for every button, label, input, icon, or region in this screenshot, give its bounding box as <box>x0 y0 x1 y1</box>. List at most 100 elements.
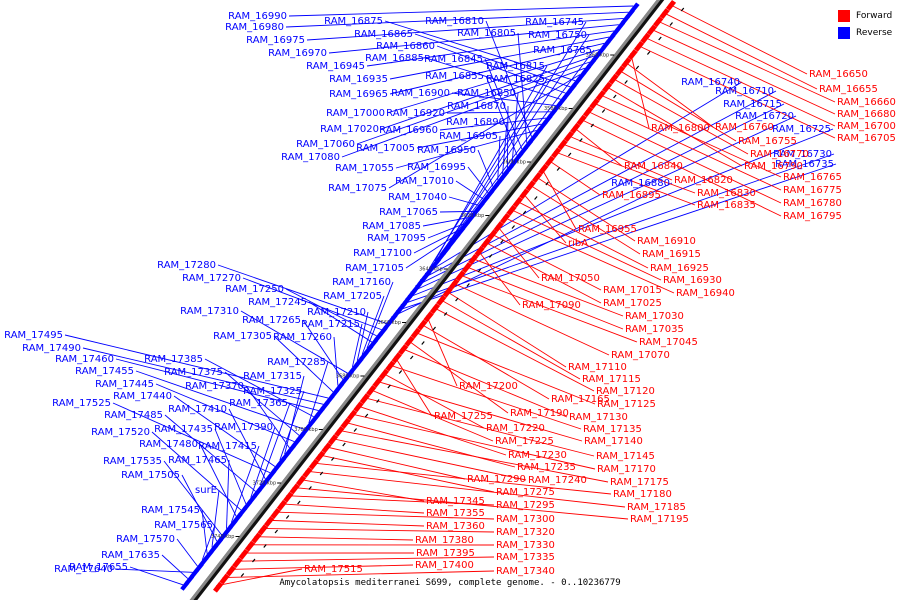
scale-tick-label-6: 3680 kbp <box>336 374 360 380</box>
reverse-gene-label-54: RAM_17245 <box>248 297 307 308</box>
forward-leader-line-45 <box>381 372 485 429</box>
reverse-leader-line-0 <box>288 5 634 17</box>
forward-gene-glyph-18 <box>551 147 562 159</box>
forward-gene-label-3: RAM_16680 <box>837 109 896 120</box>
feature-dash-14 <box>522 210 527 215</box>
forward-gene-glyph-55 <box>315 450 326 462</box>
reverse-gene-glyph-56 <box>359 351 369 361</box>
reverse-gene-glyph-69 <box>296 431 306 442</box>
reverse-gene-glyph-37 <box>451 232 461 243</box>
forward-gene-label-71: RAM_17515 <box>304 564 363 575</box>
feature-dash-2 <box>658 36 662 41</box>
reverse-gene-label-34: RAM_17085 <box>362 221 421 232</box>
feature-dash-38 <box>252 558 256 563</box>
reverse-gene-label-86: RAM_17505 <box>121 470 180 481</box>
forward-gene-glyph-36 <box>436 295 447 306</box>
reverse-gene-label-25: RAM_16850 <box>457 88 516 99</box>
forward-leader-line-13 <box>585 110 782 204</box>
forward-gene-glyph-54 <box>321 442 332 454</box>
reverse-leader-line-17 <box>446 111 552 114</box>
reverse-leader-line-71 <box>245 385 290 449</box>
reverse-leader-line-91 <box>114 568 193 573</box>
reverse-gene-label-84: RAM_17465 <box>168 455 227 466</box>
forward-gene-label-69: RAM_17400 <box>415 560 474 571</box>
reverse-gene-glyph-85 <box>218 531 228 541</box>
reverse-gene-glyph-58 <box>349 363 359 373</box>
reverse-gene-glyph-48 <box>398 301 408 311</box>
reverse-leader-line-59 <box>240 310 348 374</box>
forward-leader-line-52 <box>337 429 609 483</box>
reverse-gene-glyph-1 <box>625 8 635 19</box>
forward-gene-glyph-44 <box>385 360 396 372</box>
forward-leader-line-36 <box>439 298 581 380</box>
reverse-gene-label-57: RAM_17210 <box>307 307 366 318</box>
reverse-gene-label-31: RAM_17010 <box>395 176 454 187</box>
reverse-gene-glyph-63 <box>325 394 335 404</box>
reverse-leader-line-22 <box>517 32 528 143</box>
reverse-gene-glyph-10 <box>582 64 592 75</box>
feature-dash-0 <box>680 7 685 12</box>
reverse-gene-glyph-3 <box>616 21 626 31</box>
reverse-gene-glyph-45 <box>412 282 422 292</box>
reverse-gene-label-19: RAM_17005 <box>356 143 415 154</box>
reverse-gene-glyph-92 <box>185 575 195 585</box>
forward-leader-line-7 <box>623 60 714 128</box>
forward-gene-label-14: RAM_16795 <box>783 211 842 222</box>
reverse-gene-label-56: RAM_17205 <box>323 291 382 302</box>
scale-tick-label-9: 3740 kbp <box>211 534 235 540</box>
feature-dash-30 <box>342 442 346 447</box>
reverse-gene-glyph-27 <box>499 170 509 180</box>
reverse-leader-line-38 <box>448 21 587 243</box>
reverse-leader-line-4 <box>366 30 615 67</box>
reverse-gene-glyph-4 <box>611 27 621 37</box>
feature-dash-29 <box>353 428 358 432</box>
reverse-gene-label-12: RAM_16875 <box>324 16 383 27</box>
reverse-gene-glyph-23 <box>519 145 529 156</box>
forward-gene-label-29: RAM_17025 <box>603 298 662 309</box>
forward-gene-label-15: RAM_16840 <box>624 161 683 172</box>
genome-backbone-shadow <box>189 0 665 600</box>
reverse-leader-line-49 <box>395 163 837 312</box>
reverse-gene-glyph-7 <box>596 46 606 56</box>
reverse-gene-label-91: RAM_17640 <box>54 564 113 575</box>
reverse-leader-line-8 <box>380 55 595 130</box>
forward-gene-label-8: RAM_16755 <box>738 136 797 147</box>
reverse-gene-label-90: RAM_17570 <box>116 534 175 545</box>
reverse-gene-glyph-20 <box>533 127 543 137</box>
forward-leader-line-1 <box>662 11 818 90</box>
reverse-gene-glyph-59 <box>344 369 354 380</box>
forward-gene-glyph-40 <box>410 327 421 339</box>
feature-dash-28 <box>364 413 369 418</box>
forward-leader-line-62 <box>273 511 495 520</box>
feature-dash-33 <box>308 486 312 490</box>
forward-leader-line-58 <box>298 478 425 502</box>
reverse-gene-glyph-90 <box>194 562 204 573</box>
forward-leader-line-29 <box>483 241 602 304</box>
forward-gene-label-55: RAM_17275 <box>496 487 555 498</box>
reverse-leader-line-85 <box>163 460 223 536</box>
forward-gene-glyph-28 <box>487 229 498 241</box>
forward-gene-label-64: RAM_17320 <box>496 527 555 538</box>
forward-leader-line-21 <box>534 175 636 242</box>
forward-leader-line-25 <box>509 208 662 281</box>
map-caption: Amycolatopsis mediterranei S699, complet… <box>279 578 621 588</box>
feature-dash-27 <box>376 399 380 403</box>
reverse-swatch <box>838 26 850 39</box>
forward-leader-line-39 <box>419 323 550 400</box>
reverse-leader-line-40 <box>439 49 595 256</box>
reverse-gene-glyph-33 <box>470 207 480 218</box>
forward-leader-line-41 <box>407 339 509 414</box>
forward-gene-glyph-0 <box>665 0 677 11</box>
forward-leader-line-16 <box>566 134 673 181</box>
forward-gene-label-18: RAM_16835 <box>697 200 756 211</box>
reverse-gene-glyph-42 <box>427 263 437 274</box>
reverse-gene-label-60: RAM_17265 <box>242 315 301 326</box>
forward-gene-glyph-49 <box>353 401 364 413</box>
reverse-gene-label-50: RAM_16880 <box>611 178 670 189</box>
reverse-gene-label-69: RAM_17375 <box>164 367 223 378</box>
reverse-leader-line-78 <box>164 414 256 492</box>
reverse-gene-glyph-72 <box>281 450 291 460</box>
scale-ticks: 3560 kbp 3580 kbp 3600 kbp 3620 kbp 3640 kbp… <box>211 53 615 540</box>
forward-gene-label-10: RAM_16790 <box>744 161 803 172</box>
feature-dash-12 <box>545 181 549 186</box>
